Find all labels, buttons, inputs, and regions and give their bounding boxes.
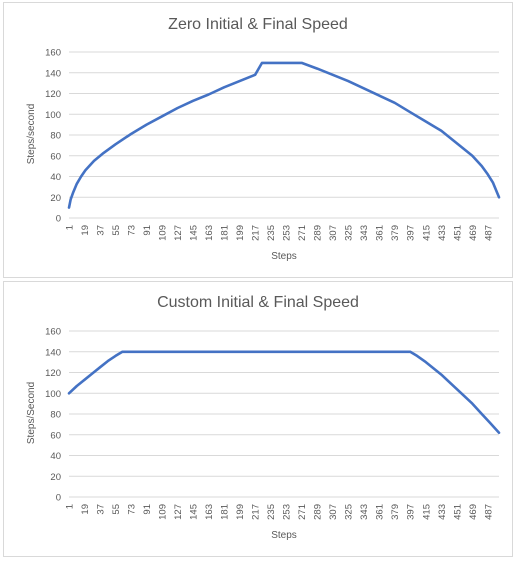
chart-title: Custom Initial & Final Speed: [157, 294, 359, 311]
x-tick-label: 487: [483, 504, 494, 520]
x-tick-label: 181: [220, 504, 231, 520]
x-tick-label: 109: [158, 504, 169, 520]
x-tick-label: 307: [328, 225, 339, 241]
y-axis-label: Steps/second: [26, 104, 37, 165]
y-tick-label: 60: [50, 430, 61, 441]
x-axis-label: Steps: [271, 251, 297, 262]
x-tick-label: 361: [375, 504, 386, 520]
y-tick-label: 80: [50, 410, 61, 421]
x-tick-label: 55: [111, 225, 122, 236]
plot-area: 0 20 40 60 80 100 120 140 160 1 19 37 55 73 91 109 127 14…: [45, 48, 501, 241]
chart-panel-zero-initial-final-speed: Zero Initial & Final Speed Steps Steps/s…: [3, 2, 513, 278]
x-tick-label: 487: [483, 225, 494, 241]
x-tick-label: 199: [235, 504, 246, 520]
y-tick-label: 100: [45, 389, 61, 400]
x-tick-label: 145: [189, 504, 200, 520]
x-tick-label: 415: [421, 504, 432, 520]
x-tick-label: 1: [65, 225, 76, 230]
x-tick-label: 163: [204, 225, 215, 241]
y-tick-label: 140: [45, 68, 61, 79]
x-tick-label: 451: [452, 504, 463, 520]
x-tick-label: 55: [111, 504, 122, 515]
x-axis-label: Steps: [271, 530, 297, 541]
x-tick-label: 73: [127, 504, 138, 515]
y-tick-label: 20: [50, 472, 61, 483]
x-tick-label: 379: [390, 225, 401, 241]
x-tick-label: 343: [359, 225, 370, 241]
x-tick-label: 91: [142, 225, 153, 236]
y-tick-label: 40: [50, 172, 61, 183]
x-tick-label: 91: [142, 504, 153, 515]
y-axis-label: Steps/Second: [26, 382, 37, 444]
y-tick-label: 140: [45, 347, 61, 358]
x-tick-label: 397: [406, 225, 417, 241]
x-tick-label: 163: [204, 504, 215, 520]
x-tick-label: 451: [452, 225, 463, 241]
x-tick-label: 307: [328, 504, 339, 520]
y-tick-label: 40: [50, 451, 61, 462]
x-tick-label: 415: [421, 225, 432, 241]
plot-area: 0 20 40 60 80 100 120 140 160 1 19 37 55 73 91 109 127 14…: [45, 327, 501, 520]
x-tick-label: 127: [173, 225, 184, 241]
x-tick-label: 361: [375, 225, 386, 241]
x-tick-label: 217: [251, 225, 262, 241]
x-tick-label: 397: [406, 504, 417, 520]
x-tick-label: 235: [266, 225, 277, 241]
series-line-0: [67, 61, 501, 209]
x-tick-label: 469: [468, 504, 479, 520]
x-tick-label: 199: [235, 225, 246, 241]
x-tick-label: 127: [173, 504, 184, 520]
x-tick-label: 145: [189, 225, 200, 241]
chart-svg-zero-initial-final-speed: Zero Initial & Final Speed Steps Steps/s…: [26, 16, 501, 262]
x-tick-label: 217: [251, 504, 262, 520]
x-tick-label: 73: [127, 225, 138, 236]
y-tick-label: 160: [45, 48, 61, 59]
series-line-0: [67, 350, 501, 434]
y-tick-label: 60: [50, 151, 61, 162]
chart-title: Zero Initial & Final Speed: [168, 16, 348, 33]
y-tick-label: 120: [45, 89, 61, 100]
x-tick-label: 37: [96, 504, 107, 515]
y-tick-label: 120: [45, 368, 61, 379]
chart-panel-custom-initial-final-speed: Custom Initial & Final Speed Steps Steps…: [3, 281, 513, 557]
y-tick-label: 0: [56, 214, 61, 225]
x-tick-label: 289: [313, 504, 324, 520]
x-tick-label: 253: [282, 504, 293, 520]
y-tick-label: 0: [56, 493, 61, 504]
x-tick-label: 469: [468, 225, 479, 241]
y-tick-label: 100: [45, 110, 61, 121]
x-tick-label: 37: [96, 225, 107, 236]
y-tick-label: 20: [50, 193, 61, 204]
x-tick-label: 181: [220, 225, 231, 241]
x-tick-label: 289: [313, 225, 324, 241]
y-tick-label: 160: [45, 327, 61, 338]
x-tick-label: 433: [437, 504, 448, 520]
chart-svg-custom-initial-final-speed: Custom Initial & Final Speed Steps Steps…: [26, 294, 501, 541]
x-tick-label: 235: [266, 504, 277, 520]
y-tick-label: 80: [50, 131, 61, 142]
x-tick-label: 325: [344, 225, 355, 241]
x-tick-label: 343: [359, 504, 370, 520]
x-tick-label: 19: [80, 504, 91, 515]
x-tick-label: 271: [297, 504, 308, 520]
x-tick-label: 271: [297, 225, 308, 241]
x-tick-label: 433: [437, 225, 448, 241]
x-tick-label: 1: [65, 504, 76, 509]
x-tick-label: 379: [390, 504, 401, 520]
x-tick-label: 325: [344, 504, 355, 520]
x-tick-label: 109: [158, 225, 169, 241]
x-tick-label: 253: [282, 225, 293, 241]
x-tick-label: 19: [80, 225, 91, 236]
